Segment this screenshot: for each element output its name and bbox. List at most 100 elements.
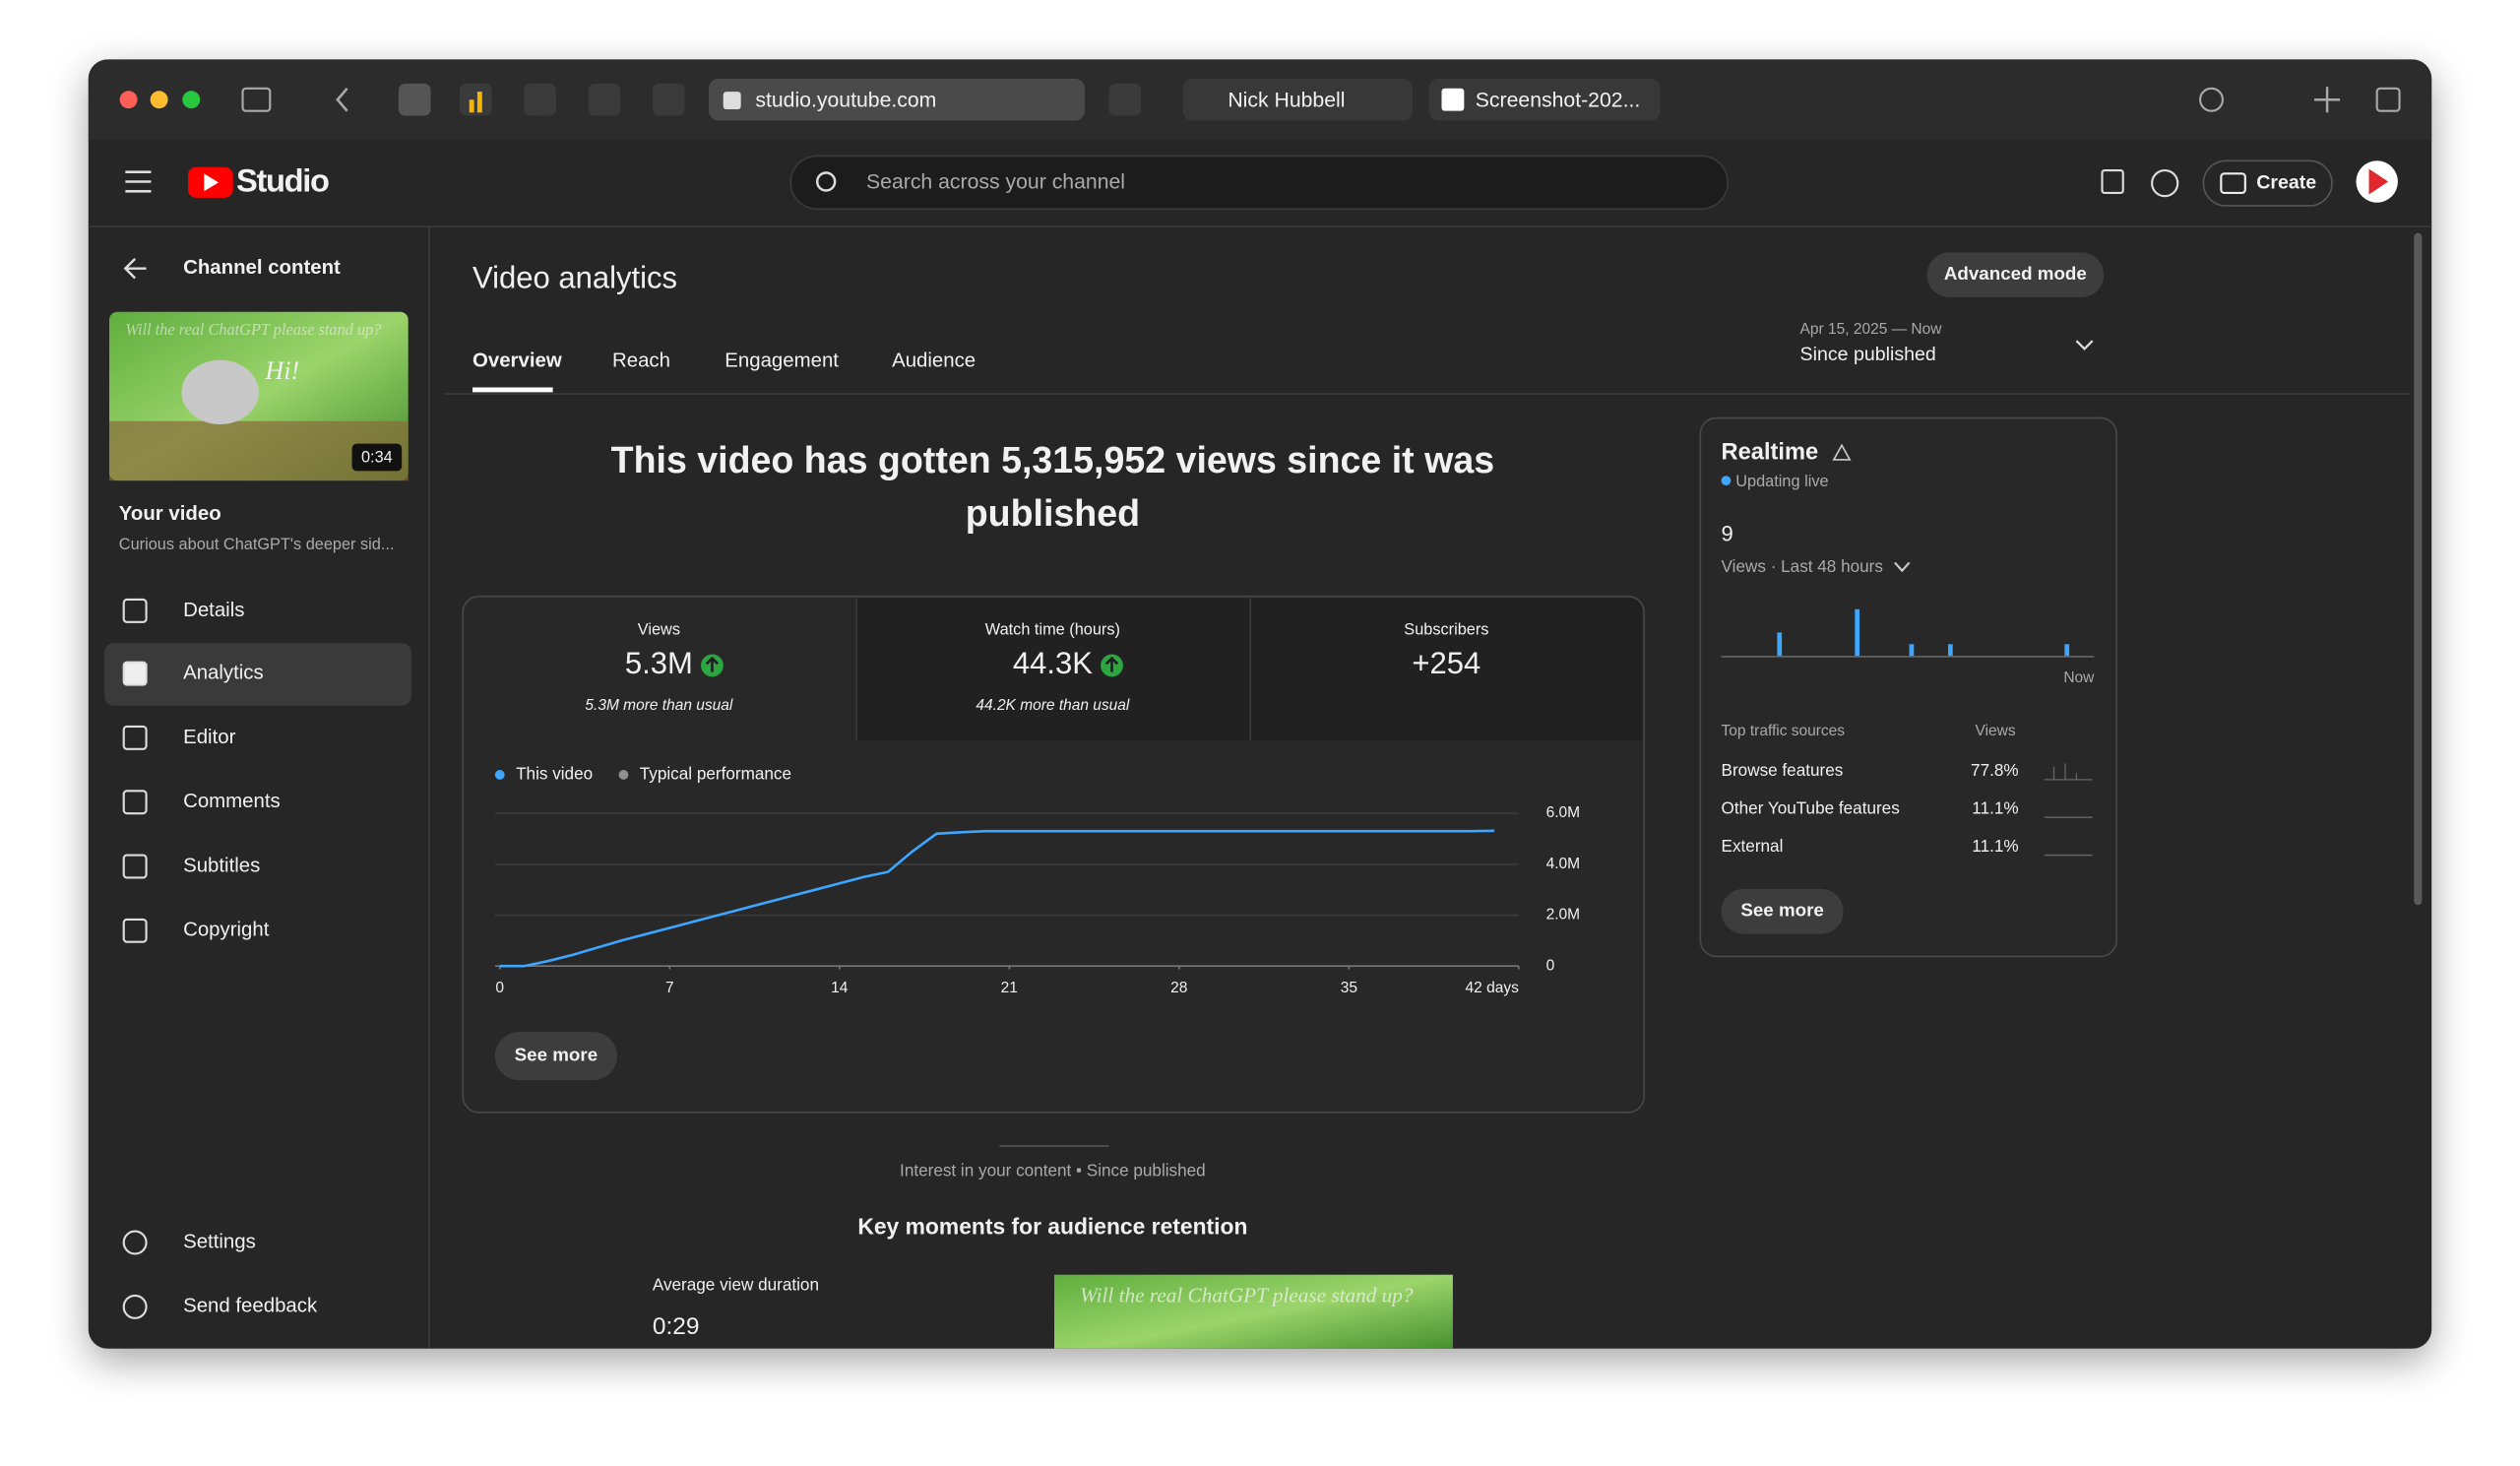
x-tick-label: 42 days xyxy=(1466,980,1520,996)
sidebar-toggle[interactable] xyxy=(241,87,272,112)
realtime-card xyxy=(1699,416,2118,958)
x-tick-label: 28 xyxy=(1170,980,1187,996)
search-placeholder: Search across your channel xyxy=(866,171,1125,194)
retention-thumbnail xyxy=(1054,1274,1453,1349)
duration: 0:34 xyxy=(361,449,393,467)
nav-icon xyxy=(122,598,148,623)
avatar-icon xyxy=(2368,168,2389,195)
nav-icon xyxy=(122,661,148,686)
pinned-tab[interactable] xyxy=(1108,83,1142,116)
tab-overview[interactable] xyxy=(2375,87,2401,112)
x-tick-label: 35 xyxy=(1341,980,1357,996)
tab[interactable]: Overview xyxy=(472,351,562,372)
nav-item[interactable]: Send feedback xyxy=(183,1296,318,1317)
nav-item[interactable]: Details xyxy=(183,600,244,621)
x-tick-label: 7 xyxy=(665,980,674,996)
favicon xyxy=(1441,88,1465,111)
nav-icon xyxy=(122,790,148,815)
avg-label: Average view duration xyxy=(653,1275,819,1295)
views-header: Views xyxy=(1976,723,2016,739)
nav-icon xyxy=(122,1230,148,1255)
nav-item[interactable]: Editor xyxy=(183,727,235,748)
icon xyxy=(476,92,482,113)
realtime-status: Updating live xyxy=(1735,473,1828,490)
back-label[interactable]: Channel content xyxy=(183,257,341,279)
nav-item[interactable]: Settings xyxy=(183,1231,256,1252)
realtime-total: 9 xyxy=(1722,522,1733,546)
avg-value: 0:29 xyxy=(653,1313,700,1340)
realtime-bar xyxy=(1777,632,1783,657)
period[interactable]: Since published xyxy=(1800,344,1936,365)
headline: This video has gotten 5,315,952 views si… xyxy=(610,438,1495,535)
minimize[interactable] xyxy=(150,91,168,109)
tab[interactable]: Engagement xyxy=(724,351,839,372)
y-tick-label: 4.0M xyxy=(1546,856,1580,872)
menu[interactable] xyxy=(125,170,152,193)
icon xyxy=(469,99,474,113)
see-more-button[interactable] xyxy=(494,1032,617,1081)
messages[interactable] xyxy=(2101,169,2124,194)
realtime-bar xyxy=(1909,644,1915,657)
legend-dot xyxy=(618,770,629,780)
create-icon xyxy=(2220,172,2246,194)
downloads[interactable] xyxy=(2199,87,2225,112)
source-share: 77.8% xyxy=(1971,760,2019,780)
window-content: studio.youtube.com Nick Hubbell Screensh… xyxy=(88,59,2432,1349)
logo: Studio xyxy=(236,162,329,199)
tab[interactable]: Audience xyxy=(892,351,976,372)
scrollbar[interactable] xyxy=(2414,232,2423,906)
nav-item[interactable]: Analytics xyxy=(183,662,264,683)
page-title: Video analytics xyxy=(472,260,677,294)
x-tick-label: 21 xyxy=(1001,980,1018,996)
headline-box: This video has gotten 5,315,952 views si… xyxy=(610,438,1495,535)
date-range: Apr 15, 2025 — Now xyxy=(1800,321,1943,338)
now-label: Now xyxy=(2063,669,2095,686)
see-more-button[interactable] xyxy=(1721,888,1844,934)
close[interactable] xyxy=(119,91,138,109)
pinned-tab[interactable] xyxy=(524,83,556,116)
interest: Interest in your content • Since publish… xyxy=(900,1161,1206,1180)
logo-play xyxy=(204,173,220,192)
active-tab[interactable] xyxy=(709,79,1086,121)
warning-icon xyxy=(1832,443,1852,461)
source-name: Other YouTube features xyxy=(1722,798,1900,818)
realtime-title: Realtime xyxy=(1722,440,1819,466)
help[interactable] xyxy=(2151,169,2179,198)
new-tab[interactable] xyxy=(2314,87,2341,113)
dropdown[interactable] xyxy=(1894,561,1911,573)
tab[interactable]: Reach xyxy=(612,351,670,372)
tab[interactable] xyxy=(1428,79,1661,121)
advanced-button[interactable] xyxy=(1926,252,2105,298)
tab-title: Nick Hubbell xyxy=(1228,89,1345,111)
zoom[interactable] xyxy=(182,91,201,109)
video-title: Curious about ChatGPT's deeper sid... xyxy=(119,536,395,553)
pinned-tab[interactable] xyxy=(588,83,621,116)
nav-item[interactable]: Subtitles xyxy=(183,855,260,876)
pinned-tab[interactable] xyxy=(398,83,431,116)
metric-label: Subscribers xyxy=(1404,620,1488,638)
nav-item[interactable]: Comments xyxy=(183,791,281,812)
source-share: 11.1% xyxy=(1972,798,2018,818)
back[interactable] xyxy=(336,87,348,112)
y-tick-label: 0 xyxy=(1546,957,1555,974)
x-tick-label: 14 xyxy=(831,980,849,996)
kitten xyxy=(181,359,259,425)
create-button[interactable] xyxy=(2202,159,2333,207)
tab[interactable] xyxy=(1182,79,1414,121)
back-arrow[interactable] xyxy=(123,258,147,280)
nav-item[interactable]: Copyright xyxy=(183,920,270,941)
nav-icon xyxy=(122,725,148,750)
realtime-bar xyxy=(2064,644,2070,657)
realtime-period[interactable]: Views · Last 48 hours xyxy=(1722,556,1883,576)
sparkline xyxy=(2044,763,2093,781)
realtime-bar xyxy=(1855,608,1860,657)
search-bar[interactable] xyxy=(789,155,1729,211)
pinned-tab[interactable] xyxy=(652,83,685,116)
tab-underline xyxy=(472,387,553,393)
pinned-tab[interactable] xyxy=(459,83,492,116)
see-more: See more xyxy=(515,1045,598,1065)
dropdown[interactable] xyxy=(2075,340,2094,351)
search-icon xyxy=(815,171,837,192)
your-video: Your video xyxy=(119,503,221,525)
